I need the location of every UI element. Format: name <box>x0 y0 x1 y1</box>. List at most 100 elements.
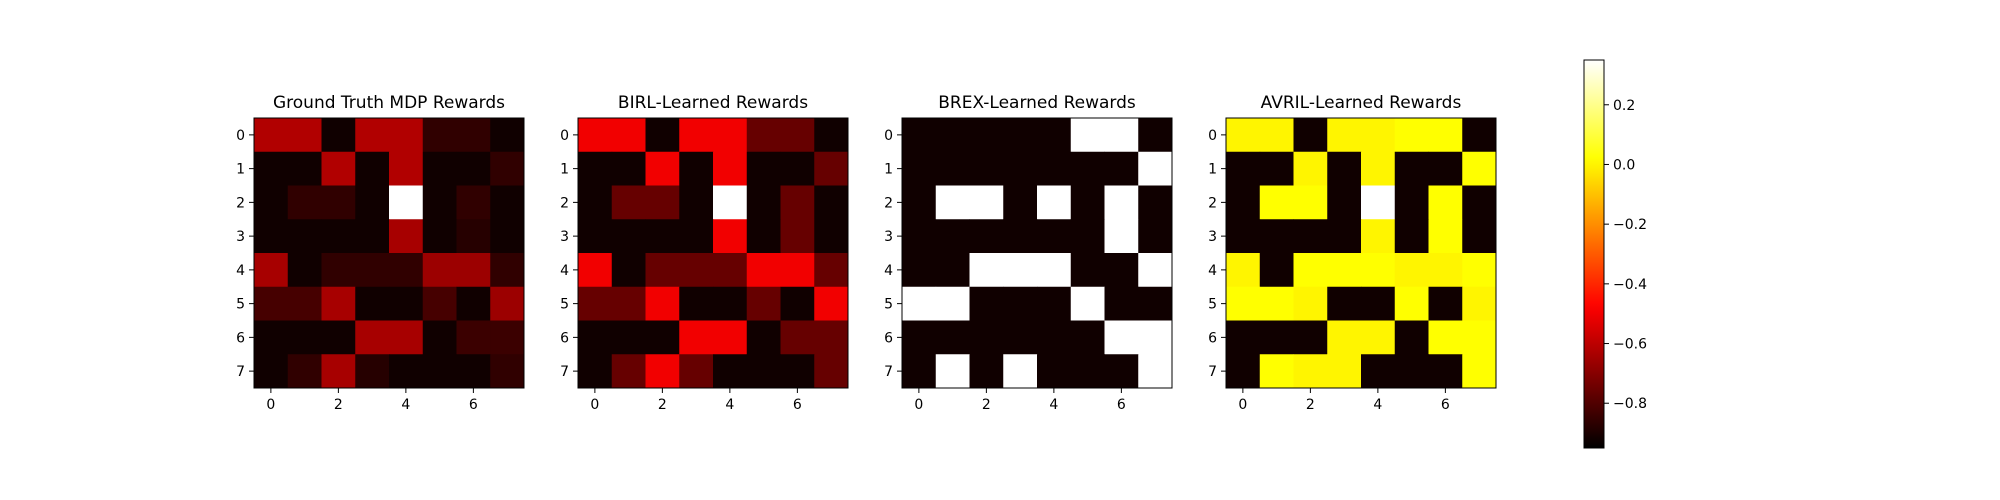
heatmap-cell <box>1259 118 1294 153</box>
heatmap-cell <box>1104 219 1139 254</box>
heatmap-cell <box>1361 219 1396 254</box>
heatmap-cell <box>1259 151 1294 186</box>
y-tick-label: 3 <box>560 229 569 245</box>
heatmap-cell <box>1003 151 1038 186</box>
heatmap-cell <box>1037 320 1072 355</box>
heatmap-cell <box>645 185 680 220</box>
heatmap-cell <box>814 286 849 321</box>
x-tick-label: 2 <box>334 397 343 413</box>
y-tick-label: 3 <box>236 229 245 245</box>
heatmap-cell <box>935 253 970 288</box>
heatmap-cell <box>1361 118 1396 153</box>
heatmap-cell <box>902 320 937 355</box>
heatmap-cell <box>814 151 849 186</box>
heatmap-cell <box>935 354 970 389</box>
heatmap-cell <box>1259 219 1294 254</box>
y-tick-label: 7 <box>884 364 893 380</box>
heatmap-cell <box>490 320 525 355</box>
heatmap-cell <box>1394 286 1429 321</box>
heatmap-cell <box>713 354 748 389</box>
colorbar-tick-label: −0.4 <box>1613 277 1647 293</box>
heatmap-cell <box>1003 286 1038 321</box>
heatmap-cell <box>578 286 613 321</box>
y-tick-label: 2 <box>236 195 245 211</box>
heatmap-cell <box>902 151 937 186</box>
heatmap-cell <box>1428 219 1463 254</box>
heatmap-cell <box>287 185 322 220</box>
heatmap-cell <box>1394 118 1429 153</box>
heatmap-cell <box>780 151 815 186</box>
x-tick-label: 0 <box>266 397 275 413</box>
heatmap-cell <box>611 219 646 254</box>
heatmap-cell <box>1003 253 1038 288</box>
heatmap-cell <box>713 185 748 220</box>
heatmap-cell <box>814 118 849 153</box>
heatmap-cell <box>389 253 424 288</box>
heatmap-cell <box>1037 118 1072 153</box>
heatmap-cell <box>1037 286 1072 321</box>
y-tick-label: 0 <box>560 128 569 144</box>
heatmap-cell <box>1226 253 1261 288</box>
heatmap-cell <box>287 118 322 153</box>
heatmap-cell <box>490 286 525 321</box>
y-tick-label: 1 <box>1208 162 1217 178</box>
heatmap-cell <box>1361 354 1396 389</box>
heatmap-cell <box>1293 354 1328 389</box>
y-tick-label: 0 <box>1208 128 1217 144</box>
heatmap-cell <box>1226 219 1261 254</box>
heatmap-cell <box>1037 185 1072 220</box>
heatmap-cell <box>935 286 970 321</box>
heatmap-cell <box>679 118 714 153</box>
heatmap-cell <box>1394 354 1429 389</box>
x-tick-label: 4 <box>1049 397 1058 413</box>
heatmap-cell <box>321 151 356 186</box>
heatmap-cell <box>490 118 525 153</box>
heatmap-cell <box>490 151 525 186</box>
heatmap-cell <box>1361 320 1396 355</box>
colorbar-tick-label: −0.2 <box>1613 217 1647 233</box>
heatmap-cell <box>422 320 457 355</box>
heatmap-cell <box>254 253 289 288</box>
heatmap-cell <box>746 320 781 355</box>
heatmap-cell <box>422 151 457 186</box>
heatmap-cell <box>780 219 815 254</box>
heatmap-cell <box>490 354 525 389</box>
heatmap-cell <box>1104 151 1139 186</box>
colorbar-gradient <box>1584 60 1604 448</box>
x-tick-label: 2 <box>982 397 991 413</box>
y-tick-label: 5 <box>884 297 893 313</box>
heatmap-cell <box>969 219 1004 254</box>
heatmap-cell <box>254 185 289 220</box>
heatmap-cell <box>1104 253 1139 288</box>
heatmap-cell <box>814 354 849 389</box>
heatmap-cell <box>287 219 322 254</box>
heatmap-cell <box>254 286 289 321</box>
heatmap-cell <box>935 185 970 220</box>
heatmap-cell <box>1259 185 1294 220</box>
heatmap-cell <box>1138 286 1173 321</box>
heatmap-cell <box>1138 219 1173 254</box>
heatmap-cell <box>780 118 815 153</box>
heatmap-cell <box>422 286 457 321</box>
heatmap-cell <box>746 185 781 220</box>
x-tick-label: 6 <box>1441 397 1450 413</box>
y-tick-label: 2 <box>1208 195 1217 211</box>
heatmap-cell <box>490 219 525 254</box>
heatmap-cell <box>1226 354 1261 389</box>
heatmap-cell <box>814 185 849 220</box>
heatmap-cell <box>1003 320 1038 355</box>
heatmap-cell <box>1070 253 1105 288</box>
colorbar-frame <box>1583 59 1605 449</box>
heatmap-cell <box>1293 286 1328 321</box>
heatmap-cell <box>1293 320 1328 355</box>
y-tick-label: 6 <box>1208 330 1217 346</box>
axes-frame <box>253 117 525 389</box>
x-tick-label: 6 <box>793 397 802 413</box>
heatmap-cell <box>355 185 390 220</box>
heatmap-cell <box>645 320 680 355</box>
heatmap-cell <box>389 151 424 186</box>
heatmap-cell <box>456 151 491 186</box>
heatmap-cell <box>679 320 714 355</box>
colorbar: 0.2 0.0 −0.2 −0.4 −0.6 −0.8 <box>1583 59 1647 449</box>
heatmap-cell <box>287 151 322 186</box>
